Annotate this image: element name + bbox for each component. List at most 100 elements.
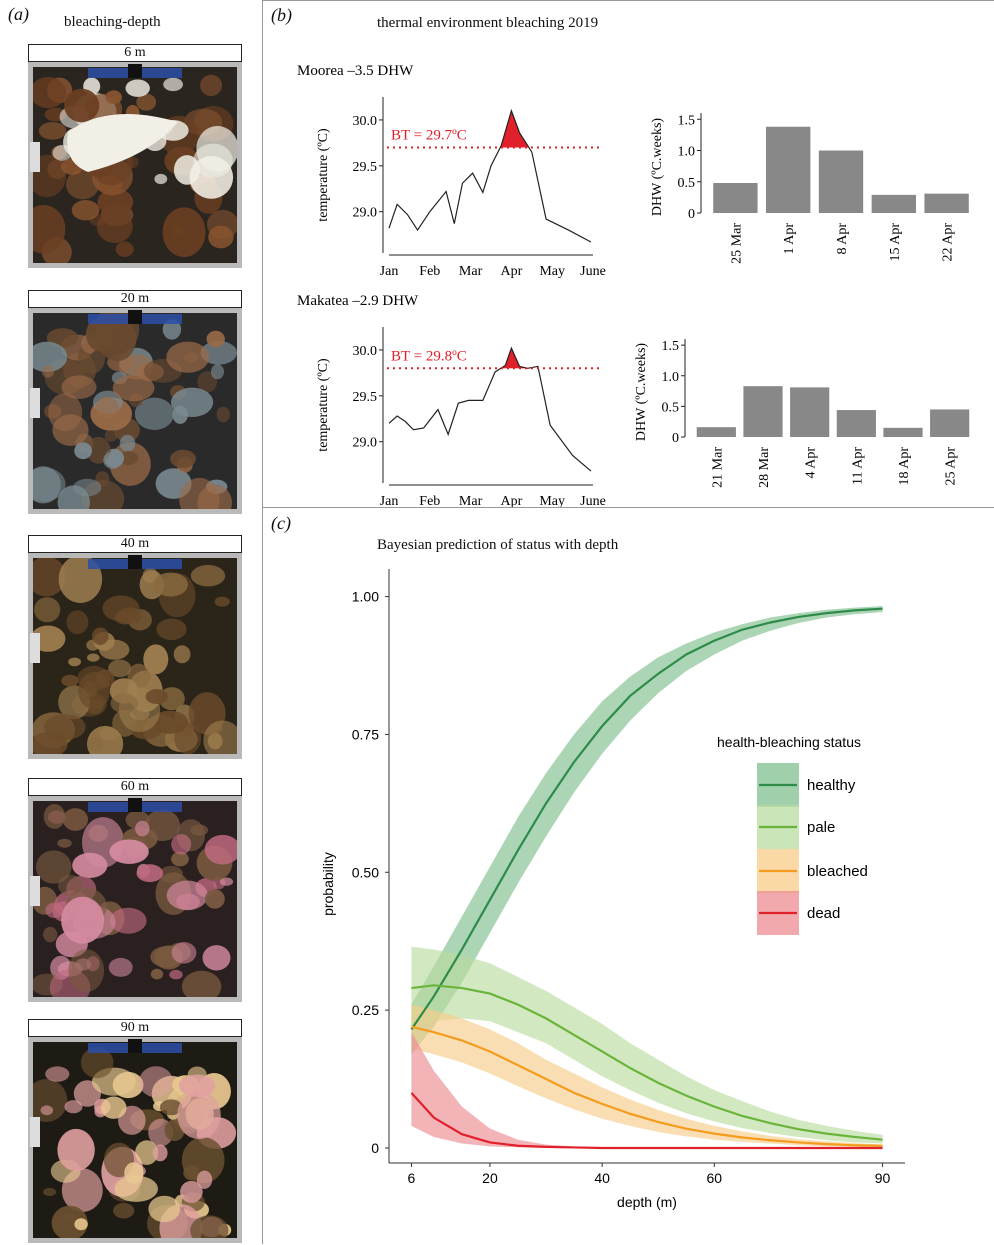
reef-photo — [28, 62, 242, 268]
dhw-bar — [871, 194, 916, 213]
dhw-bar — [696, 427, 736, 437]
legend-title: health-bleaching status — [717, 734, 861, 750]
dhw-bar — [818, 150, 864, 213]
y-tick-label: 1.00 — [352, 589, 379, 605]
bleaching-threshold-label: BT = 29.7ºC — [391, 127, 467, 143]
depth-label: 90 m — [28, 1019, 242, 1037]
dhw-bar — [883, 427, 923, 437]
dhw-category-label: 21 Mar — [710, 447, 725, 488]
x-tick-label: May — [539, 494, 565, 507]
y-tick-label: 0 — [371, 1140, 379, 1156]
panel-c: (c) Bayesian prediction of status with d… — [263, 507, 994, 1244]
series-line-bleached — [411, 1025, 883, 1147]
dhw-y-tick-label: 1.0 — [678, 145, 696, 160]
x-tick-label: 90 — [875, 1170, 891, 1186]
exceedance-area — [500, 110, 529, 148]
quadrat-photo-1: 20 m — [28, 290, 242, 516]
x-tick-label: May — [539, 264, 565, 279]
reef-photo — [28, 796, 242, 1002]
depth-label: 6 m — [28, 44, 242, 62]
dhw-y-tick-label: 1.5 — [662, 339, 680, 354]
dhw-bar — [713, 183, 758, 213]
x-axis-label: depth (m) — [617, 1194, 677, 1210]
exceedance-area — [500, 348, 528, 369]
panel-b-title: thermal environment bleaching 2019 — [377, 15, 599, 31]
dhw-category-label: 11 Apr — [850, 447, 865, 485]
quadrat-photo-3: 60 m — [28, 778, 242, 1004]
dhw-bar — [836, 410, 876, 437]
dhw-category-label: 25 Mar — [729, 223, 744, 264]
bayesian-depth-chart: 0 0.25 0.50 0.75 1.00 6 20 40 60 90 depth (m) proba… — [320, 569, 905, 1210]
x-tick-label: Mar — [459, 264, 483, 279]
x-tick-label: Jan — [380, 494, 399, 507]
dhw-category-label: 25 Apr — [944, 447, 959, 486]
dhw-bar — [766, 126, 811, 213]
dhw-bar — [930, 409, 970, 437]
dhw-bar — [924, 193, 969, 213]
thermal-charts: Moorea –3.5 DHW 29.0 29.5 30.0 Jan Feb Mar Apr M… — [297, 63, 970, 507]
panel-b: (b) thermal environment bleaching 2019 M… — [263, 0, 994, 508]
dhw-y-tick-label: 0.5 — [662, 400, 680, 415]
reef-photo — [28, 308, 242, 514]
dhw-category-label: 18 Apr — [897, 447, 912, 486]
y-tick-label: 29.5 — [353, 160, 378, 175]
series-line-healthy — [410, 607, 883, 1031]
panel-a: (a) bleaching-depth 6 m 20 m 40 m 60 m 90 m — [0, 0, 263, 1244]
panel-b-label: (b) — [271, 5, 292, 25]
ci-band-pale — [411, 946, 883, 1144]
quadrat-photo-2: 40 m — [28, 535, 242, 761]
legend-label: bleached — [807, 863, 868, 880]
x-tick-label: June — [580, 494, 606, 507]
x-tick-label: Jan — [380, 264, 399, 279]
dhw-category-label: 1 Apr — [782, 223, 797, 255]
x-tick-label: June — [580, 264, 606, 279]
x-tick-label: Apr — [501, 494, 523, 507]
depth-label: 20 m — [28, 290, 242, 308]
y-tick-label: 0.75 — [352, 726, 379, 742]
y-tick-label: 0.50 — [352, 864, 379, 880]
y-tick-label: 29.5 — [353, 390, 378, 405]
dhw-y-tick-label: 1.0 — [662, 370, 680, 385]
x-tick-label: 60 — [707, 1170, 723, 1186]
site-title: Makatea –2.9 DHW — [297, 293, 419, 309]
temperature-line — [388, 108, 592, 243]
dhw-y-tick-label: 0 — [688, 207, 695, 222]
site-title: Moorea –3.5 DHW — [297, 63, 414, 79]
x-tick-label: 40 — [594, 1170, 610, 1186]
panel-c-title: Bayesian prediction of status with depth — [377, 537, 619, 553]
temperature-line — [388, 346, 592, 472]
legend-label: healthy — [807, 777, 856, 794]
ci-band-healthy — [411, 605, 883, 1055]
y-tick-label: 0.25 — [352, 1002, 379, 1018]
dhw-bar — [790, 387, 830, 437]
panel-c-label: (c) — [271, 513, 291, 533]
series-line-dead — [410, 1092, 883, 1150]
series-line-pale — [411, 984, 883, 1141]
ci-band-dead — [411, 1032, 883, 1148]
bleaching-threshold-label: BT = 29.8ºC — [391, 348, 467, 364]
dhw-bar — [743, 386, 783, 437]
dhw-y-tick-label: 0.5 — [678, 176, 696, 191]
y-axis-label: temperature (ºC) — [316, 128, 331, 222]
y-axis-label: temperature (ºC) — [316, 358, 331, 452]
legend-label: dead — [807, 905, 840, 922]
depth-label: 60 m — [28, 778, 242, 796]
dhw-y-axis-label: DHW (ºC.weeks) — [634, 343, 649, 442]
x-tick-label: Feb — [419, 264, 440, 279]
panel-a-title: bleaching-depth — [64, 14, 161, 30]
dhw-category-label: 4 Apr — [804, 447, 819, 479]
reef-photo — [28, 1037, 242, 1243]
dhw-category-label: 8 Apr — [835, 223, 850, 255]
depth-label: 40 m — [28, 535, 242, 553]
x-tick-label: Mar — [459, 494, 483, 507]
x-tick-label: Apr — [501, 264, 523, 279]
y-tick-label: 29.0 — [353, 206, 378, 221]
x-tick-label: 6 — [408, 1170, 416, 1186]
y-axis-label: probability — [320, 852, 336, 916]
dhw-y-axis-label: DHW (ºC.weeks) — [650, 118, 665, 217]
quadrat-photo-4: 90 m — [28, 1019, 242, 1245]
reef-photo — [28, 553, 242, 759]
panel-a-label: (a) — [8, 4, 29, 24]
y-tick-label: 30.0 — [353, 344, 378, 359]
dhw-category-label: 28 Mar — [757, 447, 772, 488]
